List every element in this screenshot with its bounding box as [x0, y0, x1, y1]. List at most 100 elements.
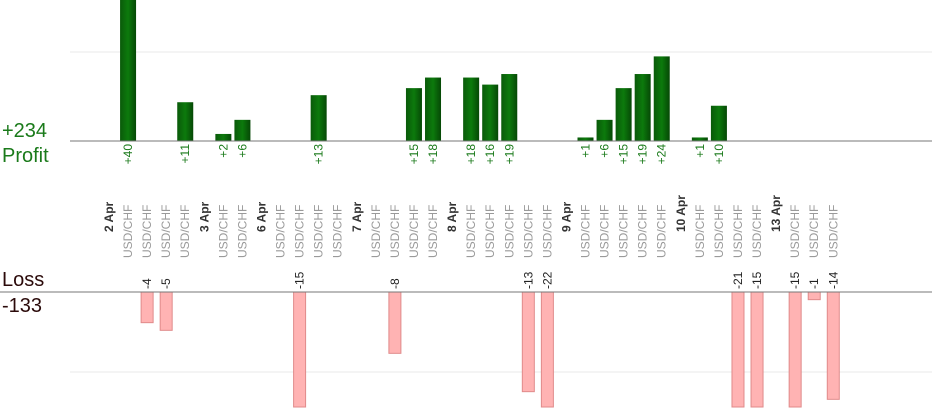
loss-value-label: -21 [731, 271, 745, 289]
pair-label: USD/CHF [274, 205, 288, 258]
profit-value-label: +1 [693, 144, 707, 158]
pair-label: USD/CHF [464, 205, 478, 258]
profit-bar [653, 56, 670, 141]
loss-value-label: -22 [540, 271, 554, 289]
profit-value-label: +10 [712, 144, 726, 165]
pair-label: USD/CHF [579, 205, 593, 258]
pair-label: USD/CHF [369, 205, 383, 258]
loss-value-label: -8 [388, 278, 402, 289]
pair-label: USD/CHF [598, 205, 612, 258]
pair-label: USD/CHF [159, 205, 173, 258]
pair-label: USD/CHF [178, 205, 192, 258]
profit-bar [234, 119, 251, 141]
loss-label: Loss [2, 269, 45, 291]
profit-bar [501, 74, 518, 141]
loss-value-label: -14 [826, 271, 840, 289]
profit-bar [120, 0, 137, 141]
profit-value-label: +15 [617, 144, 631, 165]
pair-label: USD/CHF [712, 205, 726, 258]
loss-total: -133 [2, 295, 43, 317]
profit-value-label: +40 [121, 144, 135, 165]
pair-label: USD/CHF [636, 205, 650, 258]
pair-label: USD/CHF [502, 205, 516, 258]
pair-label: USD/CHF [655, 205, 669, 258]
loss-bar [750, 291, 764, 408]
profit-bar [596, 119, 613, 141]
profit-value-label: +24 [655, 144, 669, 165]
pair-label: USD/CHF [807, 205, 821, 258]
date-label: 9 Apr [559, 201, 573, 232]
loss-bar [521, 291, 535, 393]
pair-label: USD/CHF [540, 205, 554, 258]
profit-label: Profit [2, 145, 49, 167]
pair-label: USD/CHF [331, 205, 345, 258]
date-label: 6 Apr [254, 201, 268, 232]
loss-value-label: -15 [293, 271, 307, 289]
loss-bar [731, 291, 745, 408]
profit-value-label: +2 [216, 144, 230, 158]
profit-bar [577, 137, 594, 141]
loss-bar [807, 291, 821, 301]
pair-label: USD/CHF [750, 205, 764, 258]
pair-label: USD/CHF [235, 205, 249, 258]
profit-bar [615, 88, 632, 141]
profit-value-label: +18 [426, 144, 440, 165]
loss-value-label: -15 [750, 271, 764, 289]
profit-value-label: +18 [464, 144, 478, 165]
pair-label: USD/CHF [521, 205, 535, 258]
date-label: 8 Apr [445, 201, 459, 232]
loss-bar [540, 291, 554, 408]
profit-total: +234 [2, 120, 48, 142]
profit-bar [405, 88, 422, 141]
profit-bar [177, 102, 194, 141]
loss-bar [140, 291, 154, 324]
date-label: 13 Apr [769, 195, 783, 232]
pair-label: USD/CHF [693, 205, 707, 258]
profit-bar [215, 133, 232, 141]
pair-label: USD/CHF [731, 205, 745, 258]
loss-value-label: -1 [807, 278, 821, 289]
loss-value-label: -5 [159, 278, 173, 289]
loss-bar [826, 291, 840, 400]
date-label: 7 Apr [350, 201, 364, 232]
pair-label: USD/CHF [140, 205, 154, 258]
pair-label: USD/CHF [312, 205, 326, 258]
pair-label: USD/CHF [121, 205, 135, 258]
profit-value-label: +1 [579, 144, 593, 158]
loss-bar [159, 291, 173, 331]
loss-bar [388, 291, 402, 354]
pair-label: USD/CHF [388, 205, 402, 258]
loss-bar [788, 291, 802, 408]
pair-label: USD/CHF [788, 205, 802, 258]
loss-bar [293, 291, 307, 408]
profit-bar [463, 77, 480, 141]
pair-label: USD/CHF [407, 205, 421, 258]
pair-label: USD/CHF [426, 205, 440, 258]
profit-value-label: +19 [502, 144, 516, 165]
date-label: 2 Apr [102, 201, 116, 232]
pair-label: USD/CHF [483, 205, 497, 258]
profit-bar [710, 105, 727, 141]
profit-bar [691, 137, 708, 141]
profit-bar [310, 95, 327, 141]
date-label: 3 Apr [197, 201, 211, 232]
loss-value-label: -4 [140, 278, 154, 289]
profit-value-label: +13 [312, 144, 326, 165]
profit-value-label: +6 [235, 144, 249, 158]
profit-value-label: +11 [178, 144, 192, 164]
profit-value-label: +16 [483, 144, 497, 165]
profit-bar [425, 77, 442, 141]
pair-label: USD/CHF [216, 205, 230, 258]
loss-value-label: -15 [788, 271, 802, 289]
profit-value-label: +6 [598, 144, 612, 158]
pair-label: USD/CHF [293, 205, 307, 258]
profit-value-label: +19 [636, 144, 650, 165]
pair-label: USD/CHF [617, 205, 631, 258]
pair-label: USD/CHF [826, 205, 840, 258]
loss-value-label: -13 [521, 271, 535, 289]
date-label: 10 Apr [674, 195, 688, 232]
profit-bar [634, 74, 651, 141]
profit-value-label: +15 [407, 144, 421, 165]
profit-bar [482, 84, 499, 141]
